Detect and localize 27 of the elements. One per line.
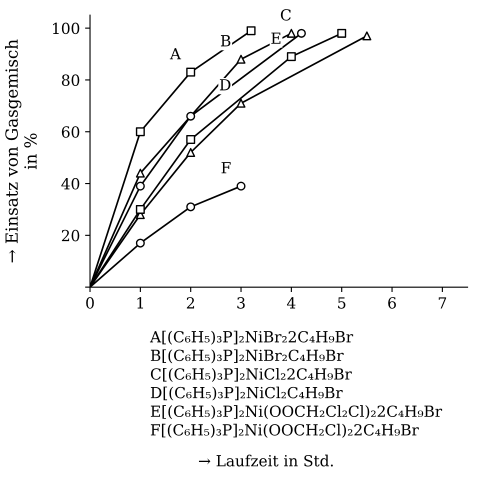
y-axis-title: → Einsatz von Gasgemisch in % [5, 39, 37, 262]
annotation: A [170, 48, 182, 60]
text: C[(C₆H₅)₃P]₂NiCl₂2C₄H₉Br [150, 368, 352, 382]
x-tick-label: 0 [86, 297, 94, 309]
annotation: B [220, 35, 230, 46]
x-tick-label: 6 [388, 297, 396, 309]
annotation: C [280, 9, 291, 21]
text: D[(C₆H₅)₃P]₂NiCl₂C₄H₉Br [150, 386, 343, 401]
x-tick-label: 1 [137, 297, 144, 308]
annotation: E [271, 32, 280, 44]
y-tick-label: 60 [62, 126, 80, 138]
x-tick-label: 3 [237, 297, 245, 309]
text: B[(C₆H₅)₃P]₂NiBr₂C₄H₉Br [150, 349, 344, 364]
annotation: F [222, 162, 231, 174]
y-tick-label: 20 [62, 230, 80, 242]
text: F[(C₆H₅)₃P]₂Ni(OOCH₂Cl)₂2C₄H₉Br [150, 424, 419, 438]
y-tick-label: 40 [61, 178, 80, 190]
y-tick-label: 100 [53, 22, 80, 34]
annotation: D [220, 79, 230, 90]
y-tick-label: 80 [62, 74, 80, 86]
text: A[(C₆H₅)₃P]₂NiBr₂2C₄H₉Br [150, 330, 354, 345]
x-tick-label: 4 [286, 297, 296, 308]
x-tick-label: 7 [438, 297, 446, 308]
x-tick-label: 2 [186, 297, 194, 308]
x-tick-label: 5 [338, 297, 346, 309]
text: E[(C₆H₅)₃P]₂Ni(OOCH₂Cl₂Cl)₂2C₄H₉Br [150, 405, 442, 420]
text: → Laufzeit in Std. [198, 454, 333, 467]
